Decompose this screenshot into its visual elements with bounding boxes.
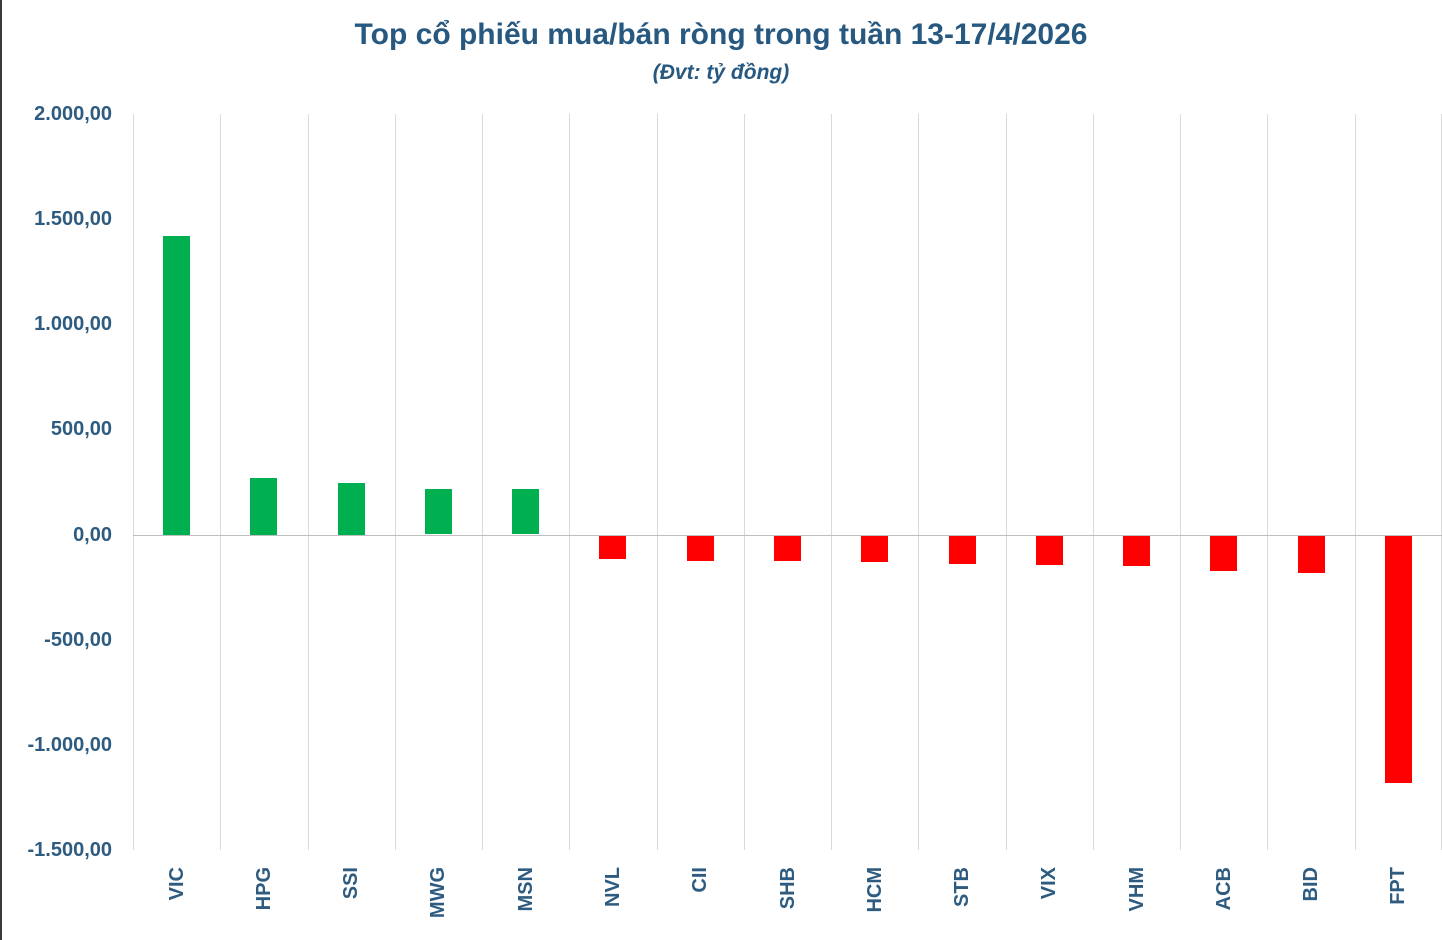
x-axis-label: VHM <box>1126 867 1148 912</box>
bar-MSN <box>512 489 539 534</box>
bar-VHM <box>1123 536 1150 566</box>
vertical-gridline <box>1006 114 1007 850</box>
y-axis-label: -500,00 <box>44 629 112 651</box>
y-axis-label: 1.000,00 <box>34 313 112 335</box>
vertical-gridline <box>1180 114 1181 850</box>
y-axis-label: -1.500,00 <box>27 839 112 861</box>
bar-SHB <box>774 536 801 561</box>
bar-ACB <box>1210 536 1237 571</box>
vertical-gridline <box>1093 114 1094 850</box>
vertical-gridline <box>918 114 919 850</box>
bar-HCM <box>861 536 888 562</box>
y-axis-label: 2.000,00 <box>34 103 112 125</box>
x-axis-label: NVL <box>602 867 624 907</box>
zero-axis-line <box>133 535 1442 536</box>
bar-VIC <box>163 236 190 535</box>
vertical-gridline <box>133 114 134 850</box>
chart-title: Top cổ phiếu mua/bán ròng trong tuần 13-… <box>354 18 1088 51</box>
x-axis-label: MWG <box>427 867 449 919</box>
bar-CII <box>687 536 714 561</box>
bar-STB <box>949 536 976 564</box>
bar-NVL <box>599 536 626 559</box>
x-axis-label: HCM <box>864 867 886 913</box>
x-axis-label: SHB <box>777 867 799 910</box>
x-axis-label: SSI <box>340 867 362 900</box>
vertical-gridline <box>482 114 483 850</box>
x-axis-label: VIX <box>1038 867 1060 900</box>
x-axis-label: VIC <box>166 867 188 901</box>
vertical-gridline <box>220 114 221 850</box>
bar-VIX <box>1036 536 1063 565</box>
y-axis-label: 0,00 <box>73 524 112 546</box>
vertical-gridline <box>308 114 309 850</box>
vertical-gridline <box>831 114 832 850</box>
x-axis-label: STB <box>951 867 973 907</box>
y-axis-label: 500,00 <box>50 418 112 440</box>
vertical-gridline <box>569 114 570 850</box>
bar-SSI <box>338 483 365 535</box>
x-axis-label: HPG <box>253 867 275 911</box>
left-border-line <box>0 0 2 940</box>
chart-subtitle: (Đvt: tỷ đồng) <box>652 61 790 84</box>
vertical-gridline <box>1267 114 1268 850</box>
vertical-gridline <box>744 114 745 850</box>
x-axis-label: FPT <box>1387 867 1409 905</box>
x-axis-label: CII <box>689 867 711 893</box>
bar-MWG <box>425 489 452 534</box>
y-axis-label: -1.000,00 <box>27 734 112 756</box>
vertical-gridline <box>1355 114 1356 850</box>
bar-BID <box>1298 536 1325 573</box>
bar-HPG <box>250 478 277 535</box>
plot-area <box>133 114 1442 850</box>
x-axis-label: ACB <box>1213 867 1235 911</box>
x-axis-label: MSN <box>515 867 537 912</box>
vertical-gridline <box>395 114 396 850</box>
bar-FPT <box>1385 536 1412 783</box>
x-axis-label: BID <box>1300 867 1322 902</box>
y-axis-label: 1.500,00 <box>34 208 112 230</box>
vertical-gridline <box>657 114 658 850</box>
